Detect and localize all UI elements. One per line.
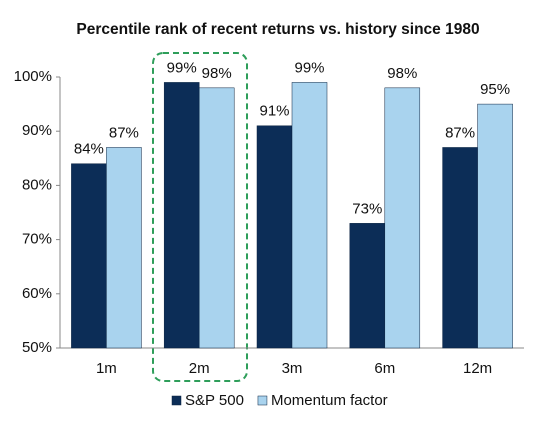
- x-tick-label: 6m: [374, 360, 395, 377]
- y-tick-label: 50%: [22, 339, 52, 356]
- data-label: 98%: [202, 65, 232, 82]
- data-label: 73%: [352, 200, 382, 217]
- data-label: 98%: [387, 65, 417, 82]
- y-tick-label: 60%: [22, 285, 52, 302]
- data-label: 87%: [445, 124, 475, 141]
- data-label: 99%: [294, 59, 324, 76]
- legend-swatch: [171, 395, 182, 406]
- bar: [106, 147, 142, 349]
- bar: [442, 147, 478, 349]
- x-tick-label: 12m: [463, 360, 492, 377]
- data-label: 95%: [480, 81, 510, 98]
- bar: [71, 163, 107, 349]
- bar: [163, 82, 200, 349]
- legend-swatch: [257, 395, 268, 406]
- x-tick-label: 2m: [189, 360, 210, 377]
- y-tick-label: 80%: [22, 176, 52, 193]
- legend-label: Momentum factor: [271, 392, 388, 409]
- data-label: 84%: [74, 141, 104, 158]
- y-tick-label: 100%: [14, 68, 52, 85]
- bar: [384, 87, 421, 349]
- highlight-box: [152, 52, 248, 382]
- bar: [349, 223, 386, 349]
- chart-title: Percentile rank of recent returns vs. hi…: [76, 21, 479, 38]
- bar: [198, 87, 235, 349]
- bar: [477, 103, 513, 349]
- bar: [291, 82, 328, 349]
- legend-label: S&P 500: [185, 392, 244, 409]
- x-tick-label: 1m: [96, 360, 117, 377]
- x-tick-label: 3m: [282, 360, 303, 377]
- bar: [256, 125, 293, 349]
- data-label: 87%: [109, 124, 139, 141]
- y-tick-label: 90%: [22, 122, 52, 139]
- y-tick-label: 70%: [22, 231, 52, 248]
- data-label: 99%: [167, 59, 197, 76]
- data-label: 91%: [259, 103, 289, 120]
